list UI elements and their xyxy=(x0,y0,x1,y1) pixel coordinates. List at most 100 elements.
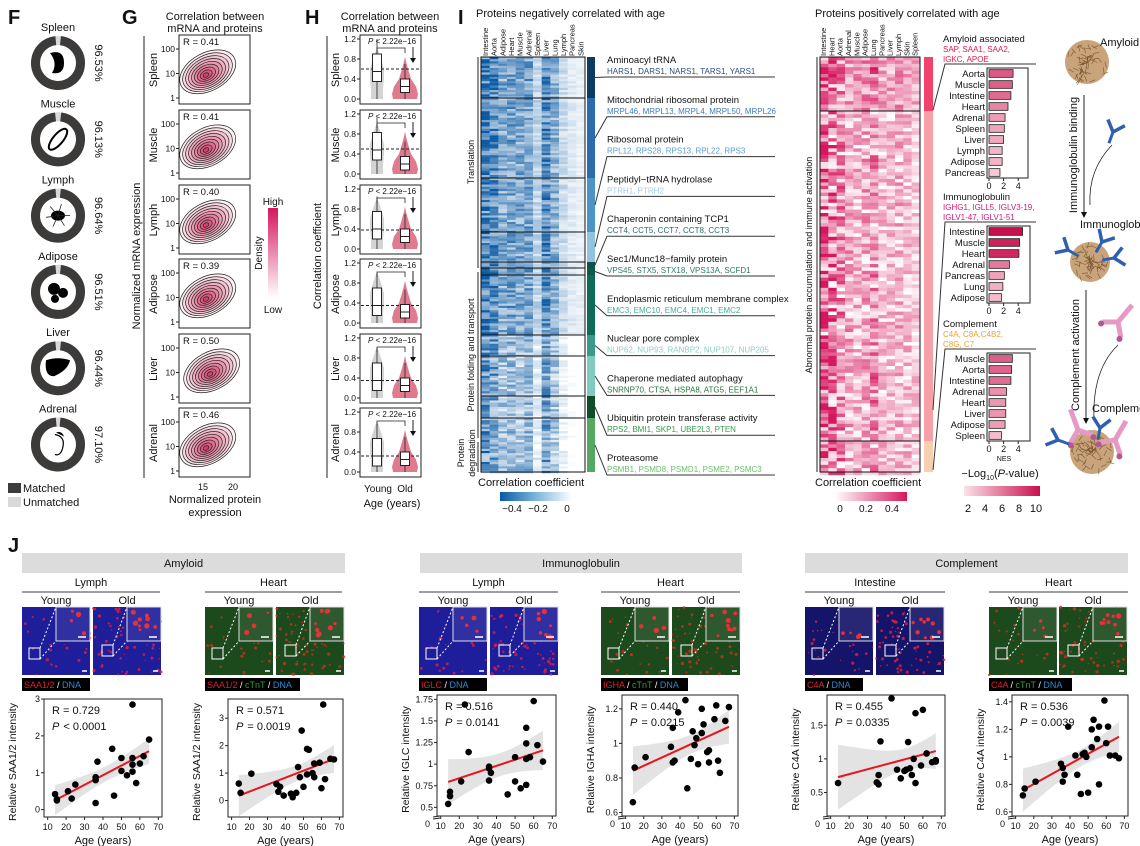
heatmap-cell xyxy=(559,90,568,93)
heatmap-cell xyxy=(559,124,568,127)
heatmap-cell xyxy=(853,219,862,224)
heatmap-cell xyxy=(524,409,534,412)
heatmap-cell xyxy=(533,292,542,295)
heatmap-cell xyxy=(498,455,508,458)
heatmap-cell xyxy=(845,379,854,384)
heatmap-cell xyxy=(820,437,829,441)
tissue-label: Lymph xyxy=(330,204,342,237)
heatmap-cell xyxy=(498,435,508,438)
y-tick-label: 0.4 xyxy=(344,224,356,234)
heatmap-cell xyxy=(576,258,586,261)
data-point xyxy=(298,727,305,734)
heatmap-cell xyxy=(489,72,499,75)
heatmap-cell xyxy=(507,186,516,190)
h-title: Correlation between xyxy=(341,11,439,23)
heatmap-cell xyxy=(515,57,525,60)
heatmap-cell xyxy=(515,270,525,273)
heatmap-cell xyxy=(524,426,534,430)
heatmap-cell xyxy=(903,57,912,61)
heatmap-cell xyxy=(524,415,534,419)
heatmap-cell xyxy=(550,92,560,95)
heatmap-cell xyxy=(853,158,862,163)
adipose-icon xyxy=(48,282,68,303)
heatmap-cell xyxy=(515,72,525,75)
heatmap-cell xyxy=(576,415,586,419)
heatmap-cell xyxy=(870,315,879,319)
heatmap-cell xyxy=(845,441,854,445)
heatmap-cell xyxy=(481,435,490,438)
heatmap-cell xyxy=(533,197,542,201)
y-tick-label: 1 xyxy=(219,768,224,778)
heatmap-cell xyxy=(886,124,896,129)
x-tick-label: 2 xyxy=(1001,181,1006,191)
heatmap-cell xyxy=(911,216,921,220)
matched-percent: 96.64% xyxy=(92,197,104,235)
heatmap-cell xyxy=(836,454,846,459)
fibril-strand xyxy=(1087,63,1089,70)
heatmap-cell xyxy=(576,270,586,273)
heatmap-cell xyxy=(870,359,879,363)
heatmap-cell xyxy=(507,226,516,229)
fibril-strand xyxy=(1083,47,1086,54)
heatmap-cell xyxy=(489,166,499,169)
heatmap-cell xyxy=(515,85,525,88)
heatmap-cell xyxy=(903,366,912,370)
heatmap-cell xyxy=(489,382,499,385)
heatmap-cell xyxy=(498,144,508,147)
heatmap-cell xyxy=(507,396,516,399)
heatmap-cell xyxy=(853,138,862,142)
heatmap-cell xyxy=(550,249,560,252)
box xyxy=(400,451,410,466)
heatmap-cell xyxy=(550,448,560,452)
heatmap-cell xyxy=(845,175,854,180)
heatmap-cell xyxy=(533,358,542,361)
y-tick-label: 0.8 xyxy=(344,204,356,214)
heatmap-cell xyxy=(541,389,551,392)
heatmap-cell xyxy=(559,415,568,419)
heatmap-cell xyxy=(489,109,499,112)
heatmap-cell xyxy=(559,195,568,198)
heatmap-cell xyxy=(836,281,846,285)
x-tick-label: 2 xyxy=(1001,444,1006,454)
heatmap-cell xyxy=(541,126,551,129)
heatmap-cell xyxy=(489,128,499,132)
heatmap-cell xyxy=(853,468,862,472)
fibril-strand xyxy=(1106,447,1112,452)
heatmap-cell xyxy=(828,264,837,268)
heatmap-cell xyxy=(524,339,534,342)
heatmap-cell xyxy=(498,350,508,353)
heatmap-cell xyxy=(541,166,551,169)
heatmap-cell xyxy=(489,264,499,267)
heatmap-cell xyxy=(845,311,854,316)
heatmap-cell xyxy=(559,386,568,390)
heatmap-cell xyxy=(559,135,568,138)
heatmap-cell xyxy=(489,226,499,229)
heatmap-cell xyxy=(541,100,551,103)
heatmap-cell xyxy=(576,180,586,183)
significance-bracket xyxy=(376,271,406,277)
heatmap-cell xyxy=(550,319,560,322)
heatmap-cell xyxy=(524,157,534,160)
fibril-strand xyxy=(1092,57,1099,60)
heatmap-cell xyxy=(533,420,542,423)
heatmap-cell xyxy=(567,288,577,291)
heatmap-cell xyxy=(559,321,568,324)
heatmap-cell xyxy=(911,376,921,380)
heatmap-cell xyxy=(550,59,560,62)
heatmap-cell xyxy=(895,74,904,78)
heatmap-cell xyxy=(836,389,846,394)
heatmap-cell xyxy=(878,396,887,401)
heatmap-cell xyxy=(515,186,525,190)
heatmap-cell xyxy=(481,356,490,359)
signal-dot xyxy=(137,668,141,672)
signal-dot xyxy=(445,662,449,666)
module-color-bar xyxy=(587,275,595,335)
heatmap-cell xyxy=(878,141,887,146)
heatmap-cell xyxy=(878,298,887,302)
y-tick-label: 10 xyxy=(166,219,176,229)
heatmap-cell xyxy=(861,91,871,95)
heatmap-cell xyxy=(886,417,896,421)
